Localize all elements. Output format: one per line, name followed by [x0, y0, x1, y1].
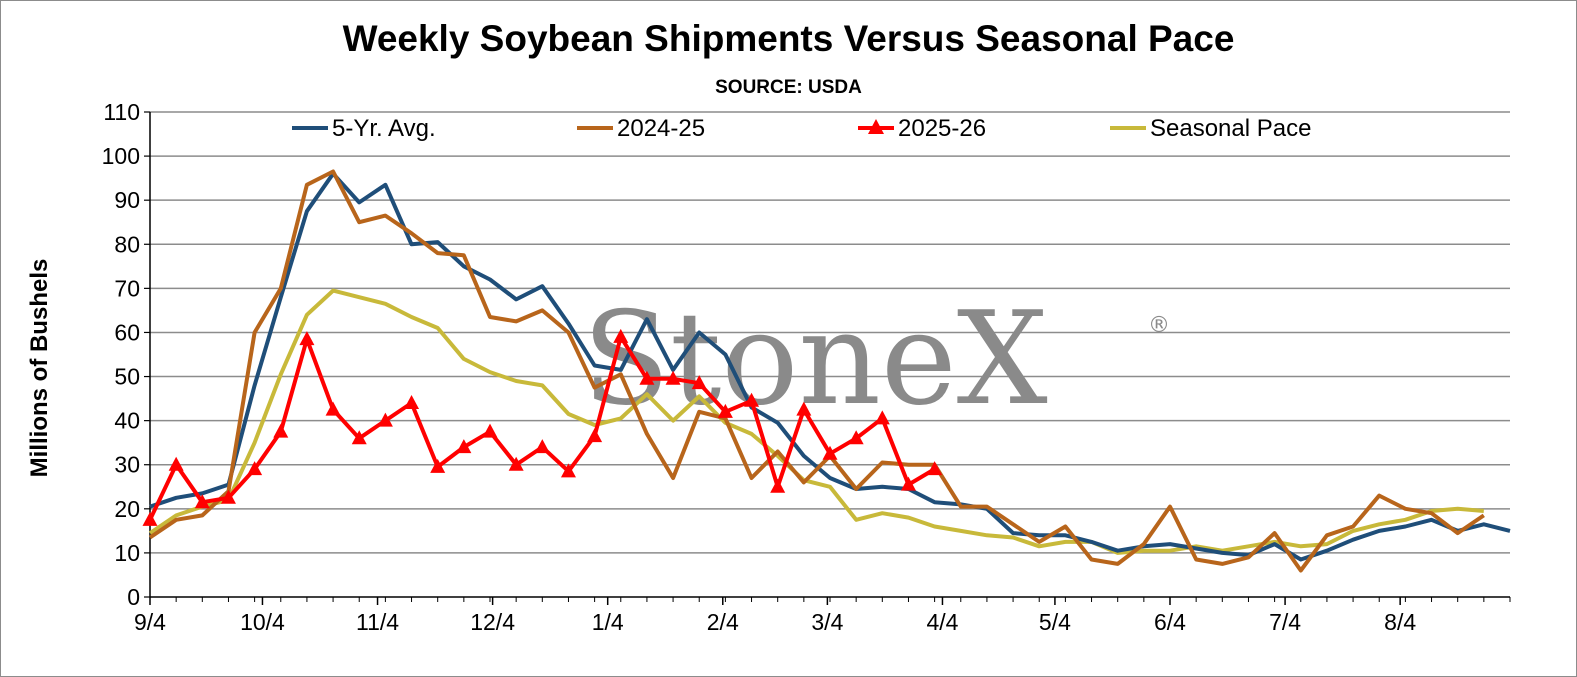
x-tick-label: 1/4 [592, 609, 624, 635]
data-point-marker [927, 461, 943, 476]
data-point-marker [325, 401, 341, 416]
y-tick-label: 110 [103, 99, 140, 125]
y-tick-labels: 0 10 20 30 40 50 60 70 80 90 100 110 [102, 99, 140, 610]
watermark: StoneX ® [582, 285, 1170, 434]
data-point-marker [874, 410, 890, 425]
legend-label: 2025-26 [898, 115, 986, 142]
data-point-marker [717, 403, 733, 418]
data-point-marker [560, 463, 576, 478]
chart-title: Weekly Soybean Shipments Versus Seasonal… [342, 18, 1235, 59]
y-tick-label: 70 [114, 275, 140, 301]
gridlines [150, 111, 1510, 554]
y-tick-label: 90 [114, 187, 140, 213]
series-lines [142, 169, 1511, 573]
data-point-marker [194, 494, 210, 509]
data-point-marker [639, 370, 655, 385]
series-line-1 [148, 169, 1485, 573]
data-point-marker [377, 412, 393, 427]
legend-label: 2024-25 [617, 115, 705, 142]
data-point-marker [351, 430, 367, 445]
x-tick-label: 12/4 [470, 609, 515, 635]
data-point-marker [613, 328, 629, 343]
data-point-marker [770, 478, 786, 493]
data-point-marker [142, 511, 158, 526]
data-point-marker [482, 423, 498, 438]
x-tick-label: 9/4 [134, 609, 166, 635]
x-tick-label: 10/4 [240, 609, 285, 635]
x-tick-label: 8/4 [1384, 609, 1416, 635]
x-tick-label: 11/4 [356, 609, 399, 635]
data-point-marker [508, 456, 524, 471]
legend-label: 5-Yr. Avg. [332, 115, 436, 142]
x-tick-label: 2/4 [707, 609, 739, 635]
data-point-marker [220, 489, 236, 504]
data-point-marker [587, 428, 603, 443]
legend-marker [868, 119, 884, 134]
x-tick-label: 7/4 [1269, 609, 1301, 635]
data-point-marker [404, 395, 420, 409]
y-tick-label: 30 [114, 452, 140, 478]
x-tick-label: 3/4 [811, 609, 843, 635]
data-point-marker [822, 445, 838, 460]
x-tick-label: 5/4 [1039, 609, 1071, 635]
y-tick-label: 60 [114, 319, 140, 345]
y-tick-label: 40 [114, 408, 140, 434]
y-tick-label: 100 [102, 143, 140, 169]
data-point-marker [456, 439, 472, 454]
y-tick-label: 10 [114, 540, 140, 566]
series-line-0 [149, 171, 1511, 562]
data-point-marker [534, 439, 550, 454]
data-point-marker [168, 456, 184, 471]
y-tick-label: 0 [127, 584, 140, 610]
data-point-marker [299, 331, 315, 346]
data-point-marker [691, 375, 707, 390]
legend-label: Seasonal Pace [1150, 115, 1311, 142]
legend: 5-Yr. Avg. 2024-25 2025-26 Seasonal Pace [292, 115, 1311, 142]
y-tick-label: 80 [114, 231, 140, 257]
y-tick-label: 50 [114, 364, 140, 390]
x-tick-labels: 9/4 10/4 11/4 12/4 1/4 2/4 3/4 4/4 5/4 6/4 7/4 8/4 [134, 609, 1416, 635]
data-point-marker [430, 458, 446, 473]
x-tick-label: 4/4 [926, 609, 958, 635]
data-point-marker [744, 392, 760, 407]
data-point-marker [796, 401, 812, 416]
data-point-marker [900, 476, 916, 491]
data-point-marker [247, 461, 263, 476]
x-tick-label: 6/4 [1154, 609, 1186, 635]
y-tick-label: 20 [114, 496, 140, 522]
watermark-logo: StoneX [582, 285, 1048, 434]
watermark-registered-mark: ® [1148, 313, 1170, 338]
data-point-marker [273, 423, 289, 438]
data-point-marker [665, 370, 681, 385]
data-point-marker [848, 430, 864, 445]
chart-subtitle: SOURCE: USDA [715, 77, 862, 98]
